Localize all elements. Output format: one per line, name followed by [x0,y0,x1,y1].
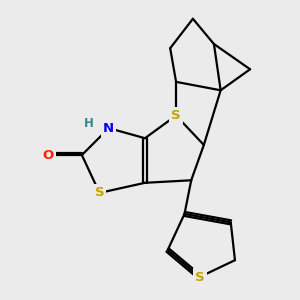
Text: O: O [43,148,54,161]
Text: S: S [95,186,104,200]
Text: N: N [103,122,114,135]
Text: H: H [84,117,94,130]
Text: S: S [171,109,181,122]
Text: S: S [195,271,204,284]
